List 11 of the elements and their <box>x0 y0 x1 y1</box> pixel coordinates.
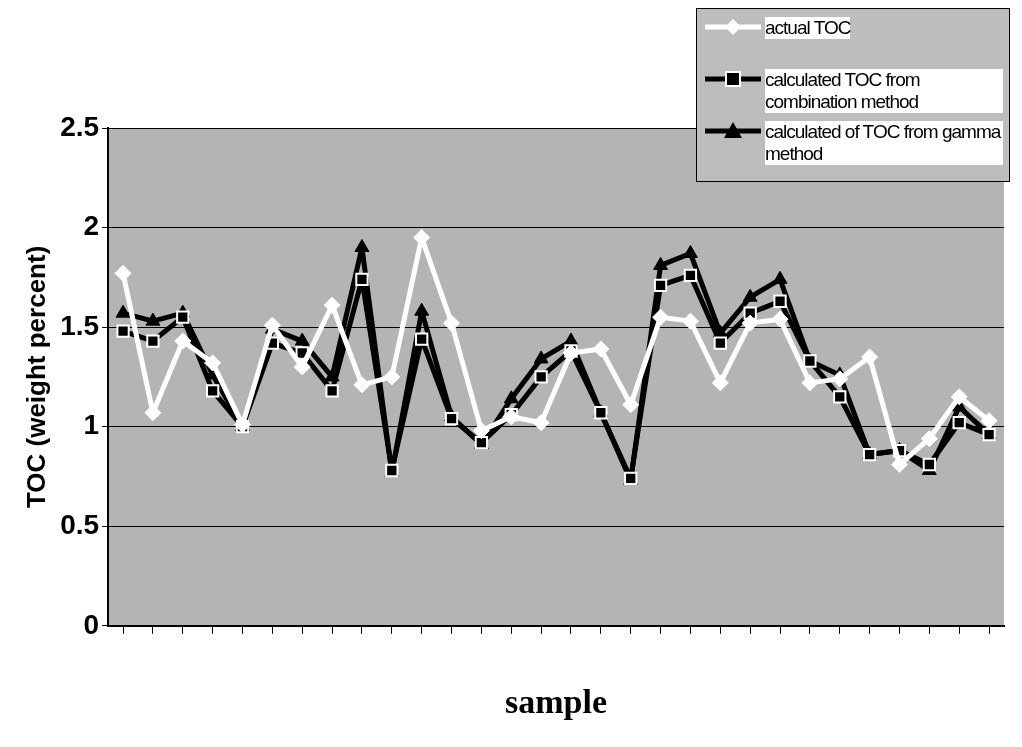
x-axis-title: sample <box>505 683 608 721</box>
y-tick-label: 2.5 <box>60 110 100 142</box>
y-tick-label: 0.5 <box>60 508 100 540</box>
legend-label: calculated TOC from combination method <box>765 69 1003 113</box>
y-tick-label: 1.5 <box>60 309 100 341</box>
legend-label: actual TOC <box>765 17 851 39</box>
legend-label: calculated of TOC from gamma method <box>765 121 1003 165</box>
y-tick-label: 1 <box>83 409 100 441</box>
y-tick-label: 0 <box>83 608 100 640</box>
y-tick-label: 2 <box>83 210 100 242</box>
y-axis-title: TOC (weight percent) <box>20 245 51 509</box>
